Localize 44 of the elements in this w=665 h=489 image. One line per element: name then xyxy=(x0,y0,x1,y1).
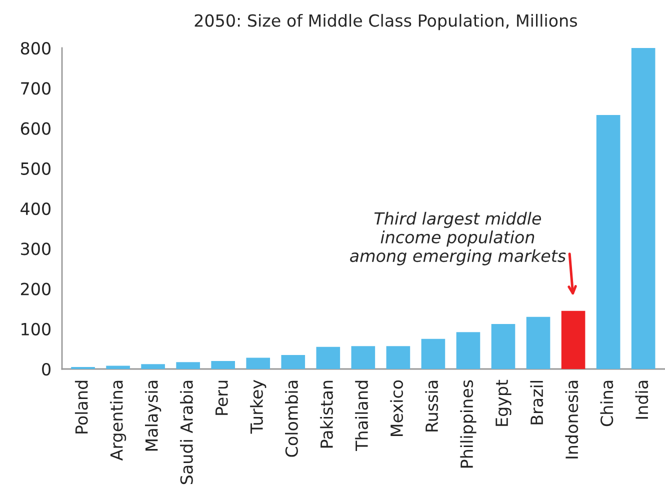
bar xyxy=(316,346,340,369)
y-tick-label: 100 xyxy=(22,322,50,336)
x-tick-label: Peru xyxy=(216,380,228,415)
bar xyxy=(421,338,446,369)
chart-title: 2050: Size of Middle Class Population, Millions xyxy=(194,14,577,30)
x-tick-label: Brazil xyxy=(530,380,544,424)
y-tick-label: 800 xyxy=(20,42,50,55)
bar xyxy=(596,115,620,369)
bar xyxy=(246,358,270,369)
bar xyxy=(386,346,410,369)
bar xyxy=(631,48,656,369)
bar xyxy=(561,310,586,369)
x-tick-label: Indonesia xyxy=(565,380,578,458)
y-tick-label: 700 xyxy=(21,82,50,95)
x-tick-label: Mexico xyxy=(390,380,404,436)
y-tick-label: 600 xyxy=(20,122,50,135)
x-tick-label: India xyxy=(635,380,648,419)
bar xyxy=(526,316,550,369)
bar xyxy=(491,324,516,369)
annotation: Third largest middle income population among emerging markets xyxy=(350,212,566,266)
y-tick-label: 300 xyxy=(21,242,50,256)
x-tick-label: Poland xyxy=(74,380,88,434)
y-tick-label: 0 xyxy=(42,362,50,376)
bar xyxy=(351,346,376,369)
y-tick-label: 500 xyxy=(21,162,50,175)
x-tick-label: Turkey xyxy=(250,380,266,434)
x-tick-label: Saudi Arabia xyxy=(180,380,193,484)
x-tick-label: China xyxy=(600,380,614,426)
x-tick-label: Egypt xyxy=(496,380,512,426)
x-tick-label: Argentina xyxy=(110,380,126,461)
y-tick-label: 200 xyxy=(20,282,50,296)
x-tick-label: Philippines xyxy=(460,380,476,468)
bar xyxy=(141,364,165,369)
x-tick-label: Russia xyxy=(425,380,438,432)
y-tick-label: 400 xyxy=(20,202,50,216)
bar xyxy=(211,360,235,369)
bar xyxy=(456,332,480,369)
x-tick-label: Malaysia xyxy=(144,380,162,451)
x-tick-label: Pakistan xyxy=(320,380,333,448)
bar xyxy=(281,354,306,369)
x-tick-label: Thailand xyxy=(355,380,368,452)
x-tick-label: Colombia xyxy=(285,380,298,457)
bar xyxy=(176,362,200,369)
bar xyxy=(106,366,130,369)
